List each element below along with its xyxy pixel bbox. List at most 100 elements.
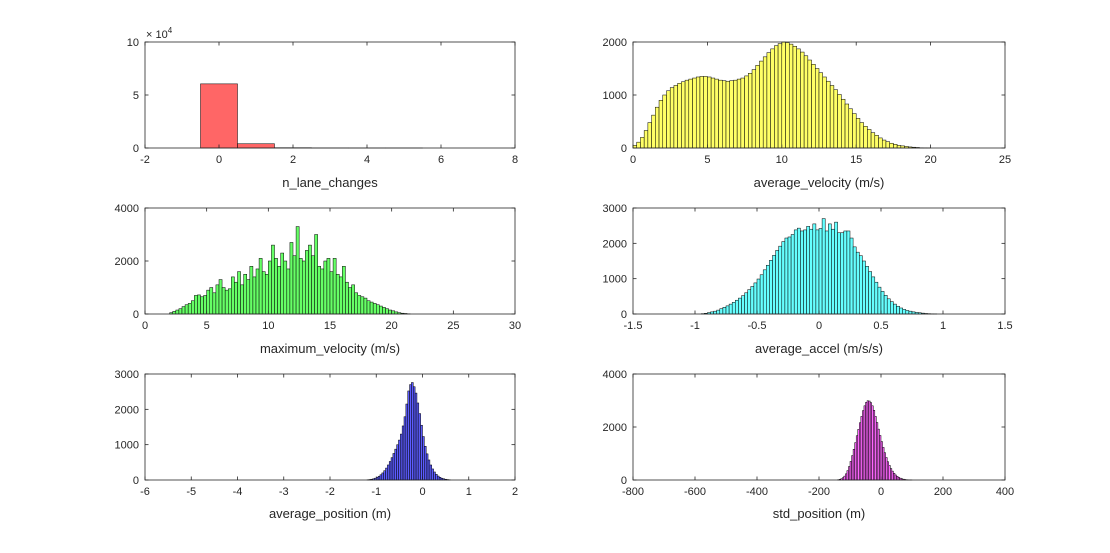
histogram-bar — [218, 279, 223, 315]
histogram-bar — [736, 78, 742, 149]
histogram-bar — [831, 228, 835, 315]
histogram-bar — [200, 296, 204, 315]
histogram-bar — [824, 230, 829, 315]
x-axis-label: average_position (m) — [269, 506, 391, 521]
histogram-bars — [837, 400, 913, 481]
histogram-bar — [392, 453, 395, 481]
histogram-bar — [308, 244, 312, 315]
histogram-bar — [833, 89, 838, 149]
histogram-bar — [803, 55, 809, 149]
histogram-bar — [212, 292, 217, 315]
y-tick-label: 4000 — [603, 369, 627, 381]
histogram-bar — [828, 223, 832, 315]
histogram-bar — [383, 470, 386, 481]
histogram-bar — [651, 114, 656, 149]
histogram-bar — [759, 274, 764, 315]
x-tick-label: -0.5 — [748, 320, 767, 332]
histogram-bar — [769, 260, 773, 315]
x-tick-label: 4 — [364, 154, 370, 166]
histogram-bar — [772, 255, 776, 315]
histogram-bar — [889, 142, 894, 149]
x-tick-label: -1.5 — [624, 320, 643, 332]
histogram-bar — [770, 48, 775, 149]
histogram-bar — [435, 474, 438, 481]
histogram-bar — [797, 227, 801, 315]
histogram-bar — [414, 392, 418, 481]
histogram-bar — [360, 296, 365, 315]
plot-area — [145, 374, 515, 480]
histogram-bar — [274, 258, 278, 315]
histogram-bar — [191, 300, 195, 315]
histogram-bar — [766, 264, 770, 315]
histogram-bar — [286, 268, 291, 315]
histogram-bar — [221, 287, 226, 315]
histogram-bar — [351, 284, 355, 315]
histogram-bar — [655, 106, 660, 149]
y-tick-label: 0 — [621, 309, 627, 321]
histogram-bar — [729, 80, 734, 149]
histogram-bar — [438, 477, 442, 481]
x-tick-label: 200 — [934, 486, 952, 498]
histogram-bar — [289, 242, 294, 315]
histogram-bar — [753, 282, 758, 315]
x-tick-label: 0.5 — [873, 320, 888, 332]
x-tick-label: 6 — [438, 154, 444, 166]
histogram-bar — [719, 308, 724, 315]
y-tick-label: 2000 — [603, 238, 627, 250]
histogram-bar — [778, 245, 783, 315]
histogram-bar — [372, 303, 377, 315]
histogram-bar — [317, 266, 322, 315]
histogram-bar — [335, 274, 340, 315]
histogram-bar — [258, 258, 263, 315]
histogram-bar — [363, 297, 368, 315]
histogram-bar — [255, 268, 260, 315]
x-tick-label: -400 — [746, 486, 768, 498]
histogram-bar — [788, 43, 794, 149]
x-tick-label: -2 — [325, 486, 335, 498]
histogram-bar — [908, 310, 913, 315]
histogram-bar — [342, 266, 346, 315]
histogram-bar — [793, 229, 798, 315]
histogram-bar — [859, 255, 863, 315]
histogram-bar — [777, 43, 783, 149]
histogram-bar — [433, 471, 436, 481]
histogram-bar — [381, 472, 384, 481]
histogram-bar — [684, 79, 690, 149]
x-tick-label: 1.5 — [997, 320, 1012, 332]
y-tick-label: 0 — [621, 475, 627, 487]
histogram-bar — [243, 274, 247, 315]
histogram-bar — [271, 244, 275, 315]
y-tick-label: 2000 — [603, 422, 627, 434]
histogram-bar — [849, 237, 854, 315]
histogram-bar — [677, 83, 682, 149]
histogram-bar — [295, 226, 300, 315]
histogram-bar — [774, 45, 779, 149]
histogram-bar — [249, 266, 254, 315]
histogram-bar — [366, 300, 371, 315]
x-tick-label: 10 — [776, 154, 788, 166]
histogram-bar — [843, 230, 848, 315]
histogram-bar — [429, 464, 432, 481]
histogram-bar — [283, 260, 288, 315]
histogram-bar — [837, 232, 841, 315]
histogram-bar — [181, 306, 186, 315]
histogram-bar — [326, 258, 331, 315]
histogram-bar — [332, 258, 337, 315]
histogram-bar — [871, 276, 876, 315]
histogram-bar — [807, 59, 812, 149]
histogram-bar — [852, 113, 857, 149]
histogram-bar — [409, 384, 412, 481]
histogram-bar — [640, 137, 645, 149]
x-tick-label: 400 — [996, 486, 1014, 498]
histogram-bar — [292, 255, 297, 315]
histogram-bar — [750, 286, 755, 315]
subplot-average-position: average_position (m) -6 -5 -4 -3 -2 -1 0 1 2 0 100… — [115, 369, 519, 521]
histogram-bar — [427, 459, 431, 481]
y-exponent-label: × 104 — [146, 26, 173, 41]
histogram-bar — [391, 310, 396, 315]
histogram-bar — [902, 309, 907, 315]
x-tick-label: -1 — [371, 486, 381, 498]
histogram-bars — [700, 218, 938, 315]
histogram-bar — [759, 60, 764, 149]
histogram-bar — [883, 295, 888, 315]
